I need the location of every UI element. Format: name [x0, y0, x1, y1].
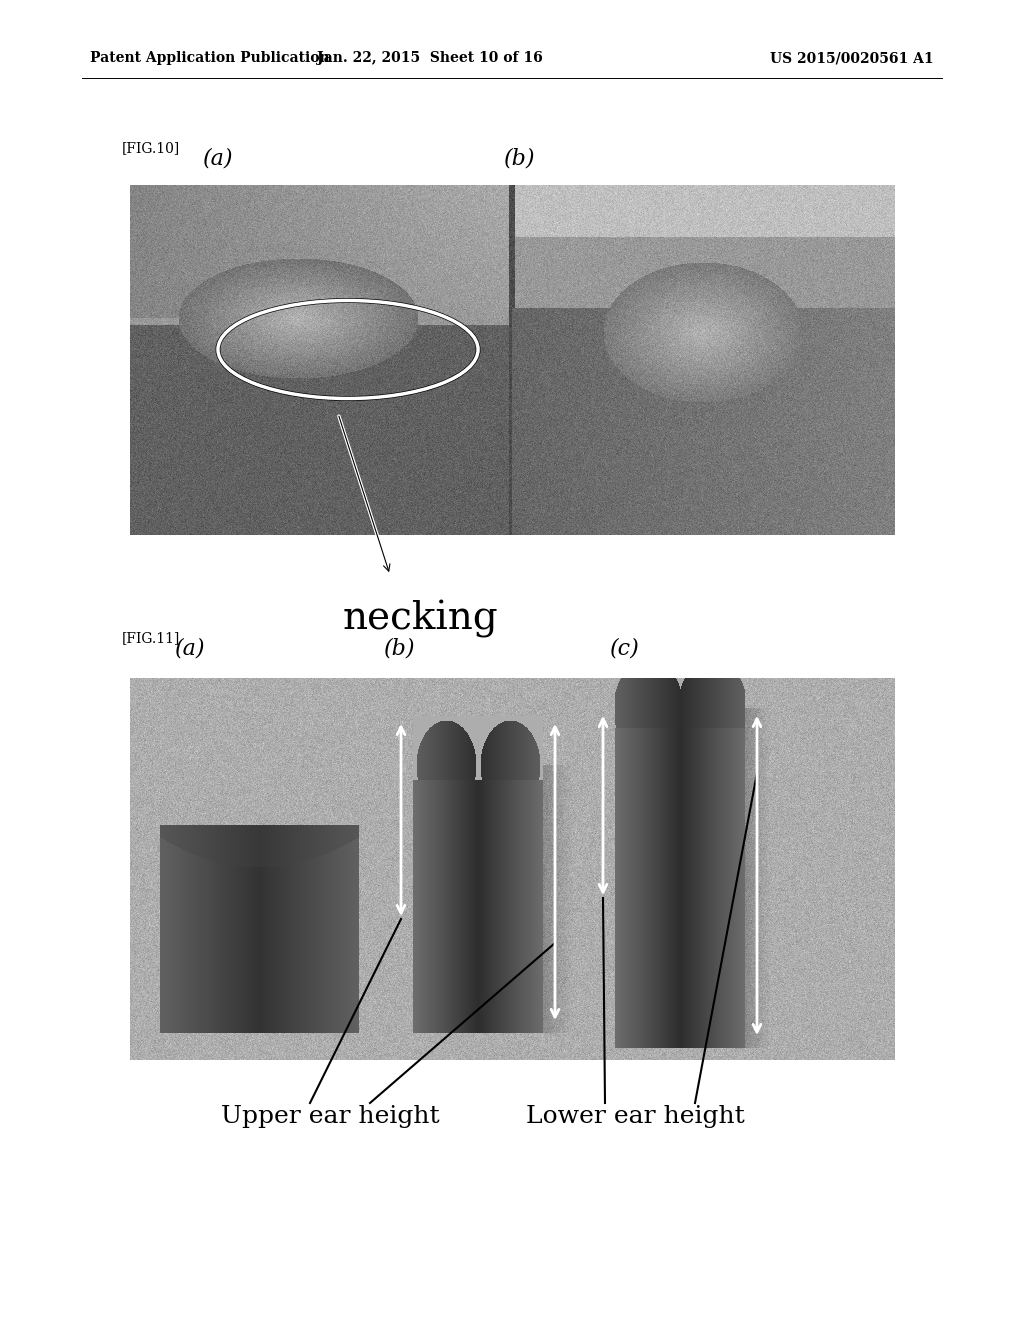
Text: (b): (b): [504, 148, 536, 170]
Text: Upper ear height: Upper ear height: [221, 1105, 439, 1129]
Text: (b): (b): [384, 638, 416, 660]
Text: (a): (a): [203, 148, 233, 170]
Text: (a): (a): [175, 638, 205, 660]
Text: [FIG.10]: [FIG.10]: [122, 141, 180, 154]
Text: necking: necking: [342, 601, 498, 638]
Text: [FIG.11]: [FIG.11]: [122, 631, 180, 645]
Text: (c): (c): [610, 638, 640, 660]
Text: US 2015/0020561 A1: US 2015/0020561 A1: [770, 51, 934, 65]
Text: Patent Application Publication: Patent Application Publication: [90, 51, 330, 65]
Text: Lower ear height: Lower ear height: [525, 1105, 744, 1129]
Text: Jan. 22, 2015  Sheet 10 of 16: Jan. 22, 2015 Sheet 10 of 16: [317, 51, 543, 65]
